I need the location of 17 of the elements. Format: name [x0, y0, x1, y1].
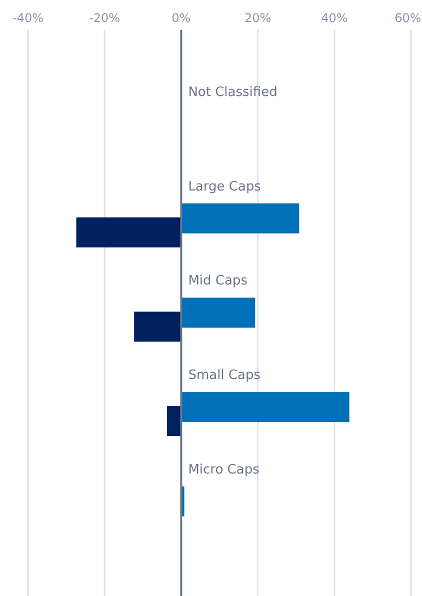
- y-tick-label: Not Classified: [188, 85, 278, 100]
- x-tick-label: -40%: [12, 11, 44, 25]
- x-tick-label: 40%: [321, 11, 348, 25]
- x-tick-label: 60%: [394, 11, 422, 25]
- bar: [134, 312, 182, 342]
- bar: [181, 392, 350, 422]
- y-tick-label: Large Caps: [188, 179, 262, 194]
- y-tick-label: Micro Caps: [188, 462, 260, 478]
- x-tick-label: 20%: [244, 11, 272, 25]
- bar: [181, 298, 256, 328]
- y-tick-label: Mid Caps: [188, 274, 248, 289]
- bar: [181, 203, 300, 234]
- x-tick-label: 0%: [172, 11, 191, 25]
- x-tick-label: -20%: [89, 11, 120, 25]
- bar: [167, 406, 182, 436]
- bar: [76, 217, 182, 248]
- y-tick-label: Small Caps: [188, 368, 261, 384]
